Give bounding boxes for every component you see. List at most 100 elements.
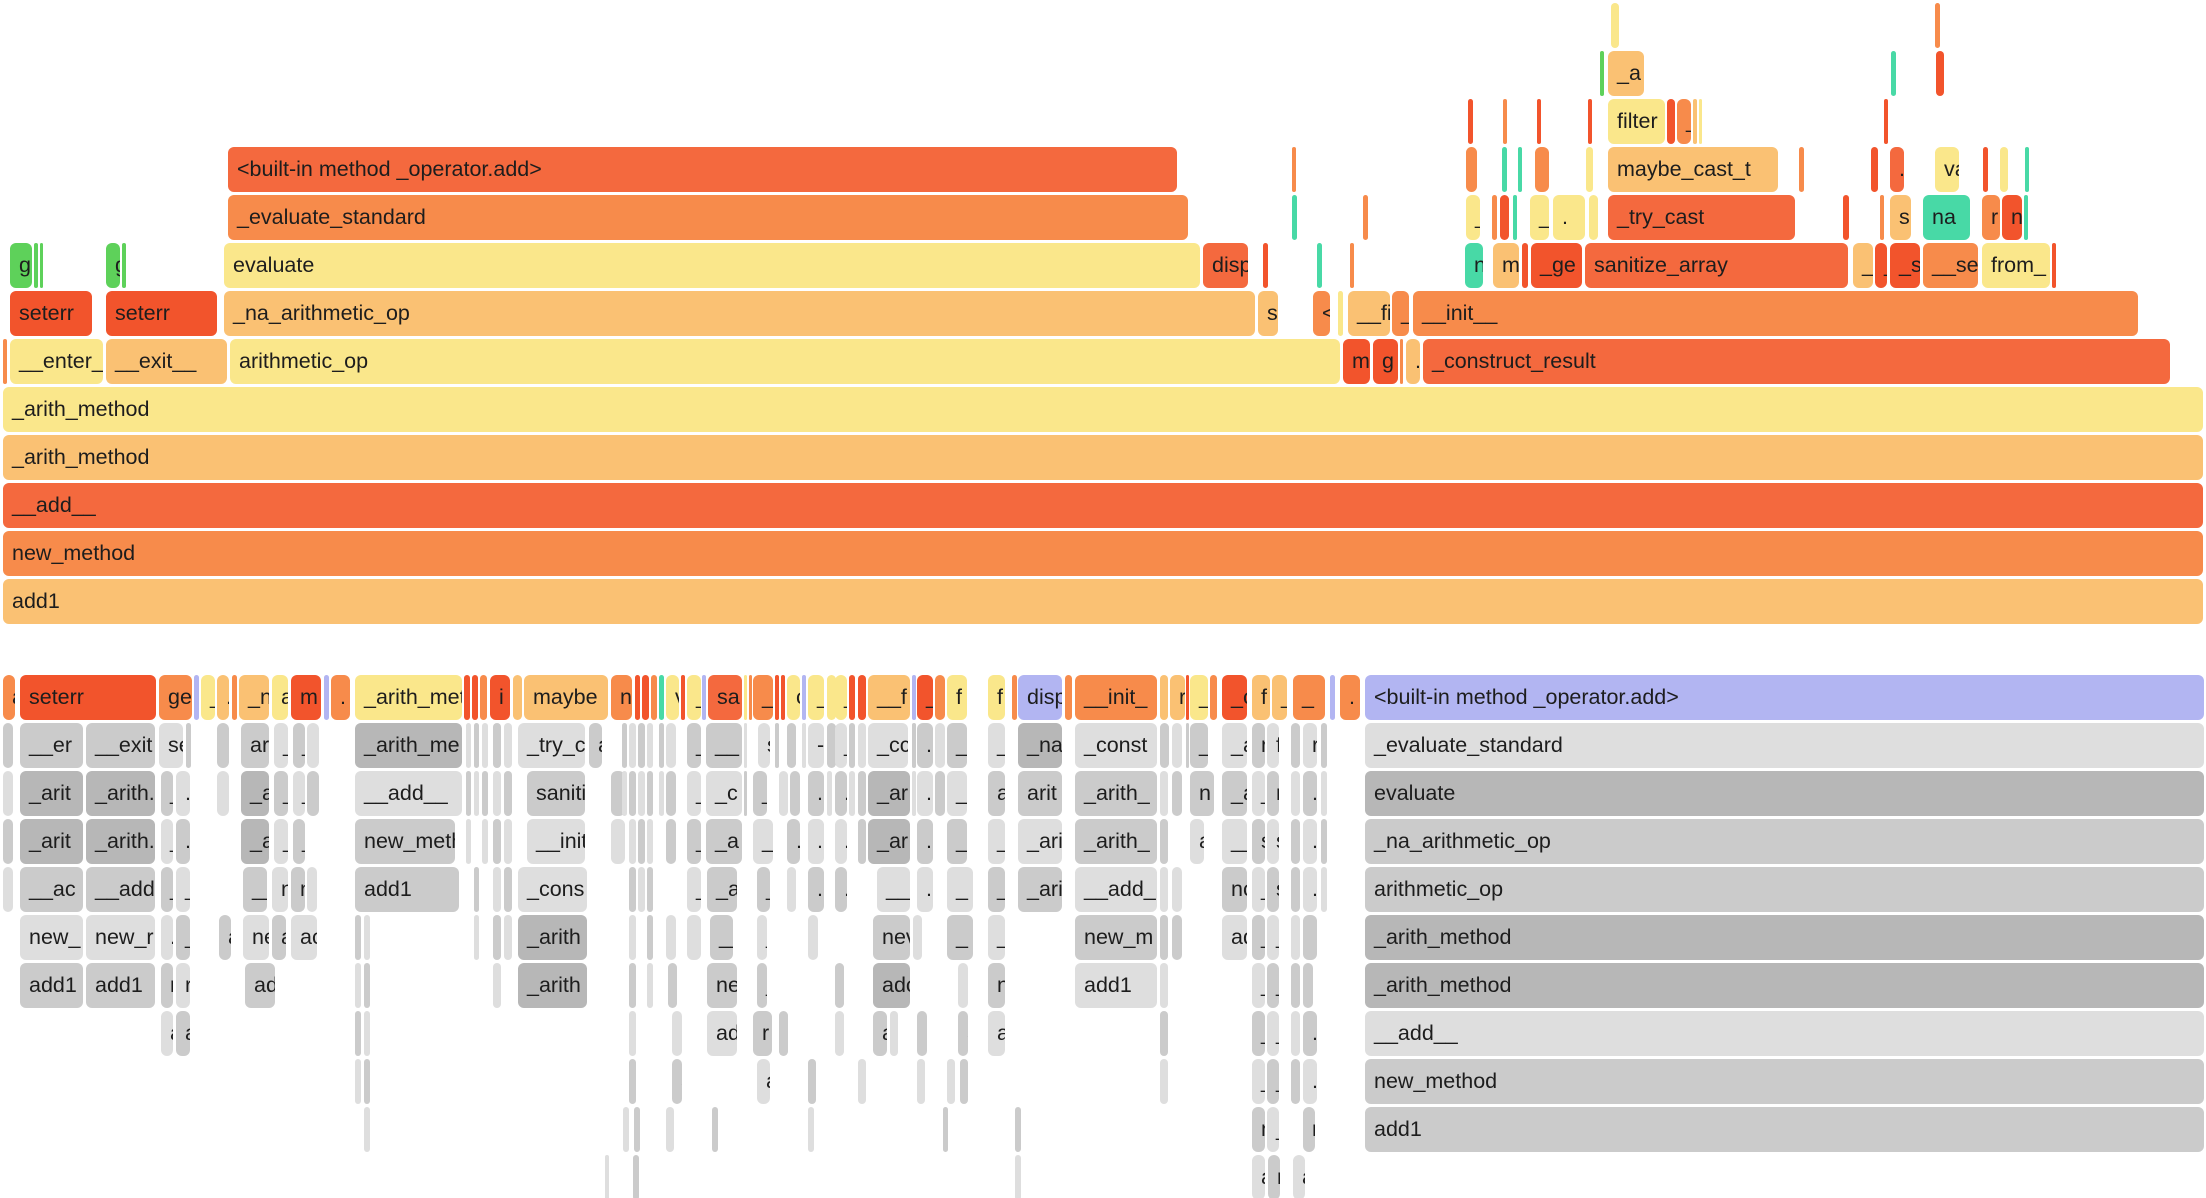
flame-frame[interactable]: _try_cast [1608,195,1795,240]
flame-frame[interactable]: _s [1890,243,1920,288]
flame-frame[interactable]: __enter__ [10,339,103,384]
flame-frame[interactable] [1317,243,1322,288]
flame-frame[interactable] [493,915,501,960]
flame-frame[interactable]: _ [835,675,847,720]
flame-frame[interactable]: ad [1222,915,1247,960]
flame-frame[interactable] [744,675,747,720]
flame-frame[interactable]: i [668,963,677,1008]
flame-frame[interactable] [744,771,747,816]
flame-frame[interactable] [1172,915,1182,960]
flame-frame[interactable]: _ [1267,915,1279,960]
flame-frame[interactable]: < [1313,291,1330,336]
selected-frame[interactable]: <built-in method _operator.add> [1365,675,2204,720]
flame-frame[interactable] [1891,51,1896,96]
flame-frame[interactable] [681,675,685,720]
flame-frame[interactable] [1611,3,1619,48]
flame-frame[interactable]: _ [1267,1059,1279,1104]
flame-frame[interactable]: r [753,1011,772,1056]
flame-frame[interactable] [1884,99,1888,144]
flame-frame[interactable] [504,867,512,912]
flame-frame[interactable]: saniti [527,771,585,816]
flame-frame[interactable] [364,963,370,1008]
flame-frame[interactable]: _arith_me [355,723,462,768]
flame-frame[interactable]: _ [1190,675,1208,720]
flame-frame[interactable] [324,675,329,720]
flame-frame[interactable]: n [1252,1107,1265,1152]
flame-frame[interactable] [504,915,512,960]
flame-frame[interactable] [651,675,657,720]
flame-frame[interactable] [217,723,229,768]
flame-frame[interactable]: . [1303,771,1317,816]
flame-frame[interactable]: seterr [106,291,217,336]
flame-frame[interactable]: . [917,723,933,768]
flame-frame[interactable]: n [1268,1155,1280,1198]
flame-frame[interactable]: _ [1252,1011,1265,1056]
flame-frame[interactable] [232,675,237,720]
flame-frame[interactable] [1291,1011,1300,1056]
flame-frame[interactable]: __add_ [1075,867,1157,912]
flame-frame[interactable] [605,1155,609,1198]
flame-frame[interactable] [40,243,43,288]
flame-frame[interactable] [629,723,636,768]
flame-frame[interactable]: . [1553,195,1585,240]
flame-frame[interactable] [802,675,806,720]
flame-frame[interactable]: . [917,819,933,864]
flame-frame[interactable]: _ [687,723,701,768]
flame-frame[interactable]: m [1267,771,1279,816]
flame-frame[interactable]: _a [1608,51,1644,96]
flame-frame[interactable]: _cc [868,723,908,768]
flame-frame[interactable]: . [331,675,350,720]
flame-frame[interactable]: _ [947,723,967,768]
flame-frame[interactable]: . [513,675,522,720]
flame-frame[interactable]: _ [1267,1107,1279,1152]
flame-frame[interactable] [858,723,866,768]
flame-frame[interactable]: add1 [355,867,459,912]
flame-frame[interactable] [194,675,199,720]
flame-frame[interactable]: _ [1267,1011,1279,1056]
flame-frame[interactable]: . [1303,1059,1317,1104]
flame-frame[interactable] [1291,963,1300,1008]
flame-frame[interactable]: . [161,915,173,960]
flame-frame[interactable]: _arith_method [3,387,2203,432]
flame-frame[interactable] [504,771,512,816]
flame-frame[interactable]: _a [1222,723,1247,768]
flame-frame[interactable]: _ [274,771,288,816]
flame-frame[interactable]: _ [293,819,305,864]
flame-frame[interactable]: _arith_ [1075,771,1157,816]
flame-frame[interactable] [912,675,916,720]
flame-frame[interactable] [1468,99,1473,144]
flame-frame[interactable] [912,771,916,816]
flame-frame[interactable]: . [176,819,190,864]
flame-frame[interactable]: add1 [1075,963,1157,1008]
flame-frame[interactable]: _ [1267,963,1279,1008]
flame-frame[interactable] [611,771,625,816]
flame-frame[interactable]: r [1303,723,1317,768]
flame-frame[interactable] [858,675,866,720]
flame-frame[interactable] [781,675,785,720]
flame-frame[interactable]: _na [1018,723,1062,768]
flame-frame[interactable]: _ [176,867,190,912]
flame-frame[interactable]: __a [877,867,910,912]
flame-frame[interactable] [34,243,38,288]
flame-frame[interactable]: _construct_result [1423,339,2170,384]
flame-frame[interactable]: __ac [20,867,83,912]
flame-frame[interactable]: _ar [868,771,910,816]
flame-frame[interactable]: _ [687,867,701,912]
flame-frame[interactable]: i [490,675,510,720]
flame-frame[interactable] [629,915,636,960]
flame-frame[interactable] [638,771,645,816]
flame-frame[interactable] [1799,147,1804,192]
flame-frame[interactable] [355,915,361,960]
flame-frame[interactable]: _const [1075,723,1157,768]
flame-frame[interactable]: _ [753,771,767,816]
flame-frame[interactable]: g [106,243,120,288]
flame-frame[interactable] [1160,963,1168,1008]
flame-frame[interactable]: _a [1222,771,1247,816]
flame-frame[interactable]: _ [161,771,173,816]
flame-frame[interactable] [122,243,126,288]
flame-frame[interactable]: m [1493,243,1519,288]
flame-frame[interactable]: add1 [86,963,155,1008]
flame-frame[interactable] [482,819,488,864]
flame-frame[interactable]: f [947,675,967,720]
flame-frame[interactable] [2024,195,2028,240]
